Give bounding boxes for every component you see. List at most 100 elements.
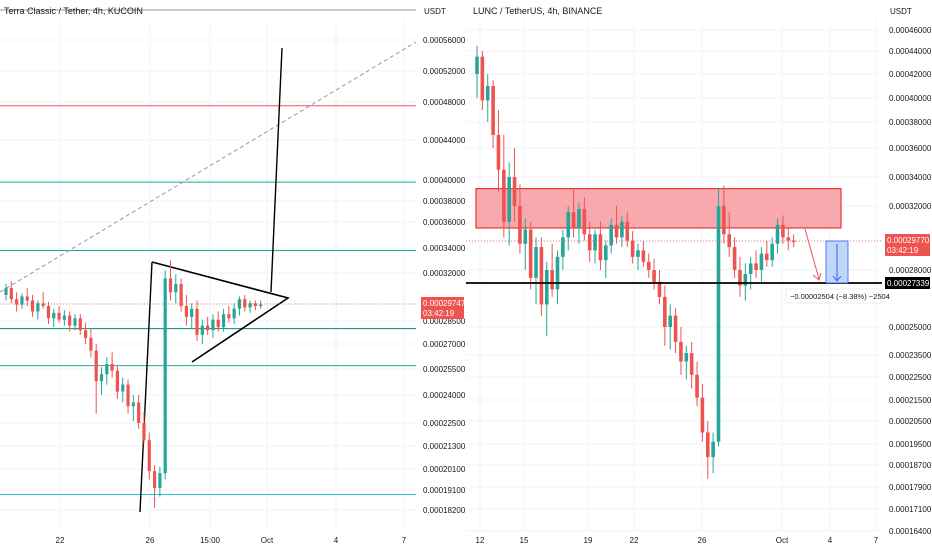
right-y-tick-label: 0.00022500 — [889, 373, 932, 382]
left-candle-body — [253, 303, 257, 307]
left-candle-body — [147, 440, 151, 472]
right-candle-body — [641, 250, 646, 262]
right-candle-body — [705, 432, 710, 458]
left-y-tick-label: 0.00044000 — [423, 136, 466, 145]
right-last-price-label: 0.00029770 — [887, 236, 930, 245]
left-candle-body — [78, 318, 82, 331]
left-candle-body — [206, 325, 210, 331]
right-x-tick-label: 4 — [828, 536, 833, 545]
right-candle-body — [577, 209, 581, 228]
right-candle-body — [614, 224, 619, 238]
left-x-tick-label: 4 — [334, 536, 339, 545]
left-drawings — [0, 41, 417, 513]
right-y-tick-label: 0.00018700 — [889, 461, 932, 470]
right-candle-body — [496, 135, 501, 170]
left-y-tick-label: 0.00038000 — [423, 197, 466, 206]
left-time-axis[interactable]: 22 26 15:00 Oct 4 7 — [56, 536, 407, 545]
right-candle-body — [502, 169, 506, 222]
left-candle-body — [227, 314, 231, 319]
right-candle-body — [759, 253, 764, 270]
right-candles — [475, 45, 796, 479]
left-last-price-tag: 0.00029747 03:42:19 — [421, 297, 466, 319]
right-candle-body — [668, 315, 672, 327]
right-x-tick-label: 15 — [520, 536, 529, 545]
left-candle-body — [83, 330, 88, 338]
right-candle-body — [491, 86, 495, 135]
right-candle-body — [507, 177, 511, 222]
left-y-tick-label: 0.00025500 — [423, 365, 466, 374]
left-candle-body — [121, 384, 125, 392]
right-candle-body — [566, 212, 571, 238]
right-candle-body — [673, 315, 678, 342]
right-candle-body — [636, 250, 640, 257]
right-candle-body — [711, 441, 715, 458]
right-y-tick-label: 0.00019500 — [889, 440, 932, 449]
left-projection-line — [270, 47, 283, 293]
left-price-axis[interactable]: 0.00056000 0.00052000 0.00048000 0.00044000… — [423, 36, 466, 515]
right-candle-body — [722, 206, 726, 235]
left-x-tick-label: Oct — [261, 536, 274, 545]
left-chart-pane[interactable]: 0.00056000 0.00052000 0.00048000 0.00044000… — [0, 0, 466, 550]
right-chart-title: LUNC / TetherUS, 4h, BINANCE — [473, 6, 602, 16]
right-y-tick-label: 0.00040000 — [889, 94, 932, 103]
right-x-tick-label: Oct — [776, 536, 789, 545]
right-candle-body — [604, 245, 608, 261]
right-candle-body — [550, 270, 554, 290]
right-candle-body — [561, 237, 565, 257]
right-candle-body — [770, 243, 774, 261]
left-candle-body — [211, 319, 215, 331]
right-candle-body — [512, 177, 517, 206]
left-candle-body — [30, 300, 35, 312]
right-candle-body — [609, 224, 613, 246]
right-candle-body — [528, 229, 533, 278]
right-candle-body — [587, 234, 592, 251]
left-candle-body — [232, 308, 236, 319]
left-candle-body — [20, 296, 24, 305]
right-candle-body — [786, 237, 791, 241]
right-y-tick-label: 0.00038000 — [889, 118, 932, 127]
right-x-tick-label: 22 — [630, 536, 639, 545]
left-y-tick-label: 0.00028500 — [423, 317, 466, 326]
right-chart-pane[interactable]: 0.00046000 0.00044000 0.00042000 0.00040000… — [466, 0, 932, 550]
right-candle-body — [630, 240, 635, 257]
right-candle-body — [598, 234, 603, 261]
left-candle-body — [110, 364, 114, 371]
right-y-tick-label: 0.00032000 — [889, 202, 932, 211]
right-candle-body — [754, 263, 758, 270]
left-y-tick-label: 0.00019100 — [423, 486, 466, 495]
right-y-tick-label: 0.00028000 — [889, 266, 932, 275]
left-candle-body — [126, 384, 130, 407]
left-candle-body — [89, 337, 93, 351]
right-y-tick-label: 0.00023500 — [889, 351, 932, 360]
left-y-tick-label: 0.00048000 — [423, 98, 466, 107]
right-x-tick-label: 12 — [476, 536, 485, 545]
right-support-price-label: 0.00027339 — [887, 279, 930, 288]
right-y-tick-label: 0.00021500 — [889, 396, 932, 405]
left-candle-body — [52, 312, 56, 319]
left-candle-body — [248, 303, 252, 308]
right-candle-body — [646, 261, 651, 270]
left-y-tick-label: 0.00056000 — [423, 36, 466, 45]
left-candle-body — [99, 374, 104, 382]
right-candle-body — [689, 353, 694, 375]
right-time-axis[interactable]: 12 15 19 22 26 Oct 4 7 — [476, 536, 879, 545]
left-candle-body — [237, 299, 242, 309]
left-grid — [0, 9, 416, 528]
left-y-tick-label: 0.00018200 — [423, 506, 466, 515]
right-chart[interactable]: 0.00046000 0.00044000 0.00042000 0.00040000… — [466, 0, 932, 550]
left-candle-body — [174, 284, 178, 293]
left-candle-body — [216, 319, 220, 328]
right-y-tick-label: 0.00016400 — [889, 527, 932, 536]
left-candle-body — [200, 325, 204, 335]
left-candles — [4, 260, 263, 508]
right-candle-body — [738, 270, 742, 286]
left-candle-body — [25, 296, 29, 301]
left-candle-body — [259, 304, 263, 307]
right-measure-label: −0.00002504 (−8.38%) −2504 — [790, 292, 890, 301]
left-candle-body — [73, 318, 77, 326]
right-price-axis[interactable]: 0.00046000 0.00044000 0.00042000 0.00040000… — [889, 26, 932, 536]
left-y-tick-label: 0.00027000 — [423, 340, 466, 349]
right-y-tick-label: 0.00044000 — [889, 47, 932, 56]
right-candle-body — [620, 221, 624, 238]
left-chart[interactable]: 0.00056000 0.00052000 0.00048000 0.00044000… — [0, 0, 466, 550]
